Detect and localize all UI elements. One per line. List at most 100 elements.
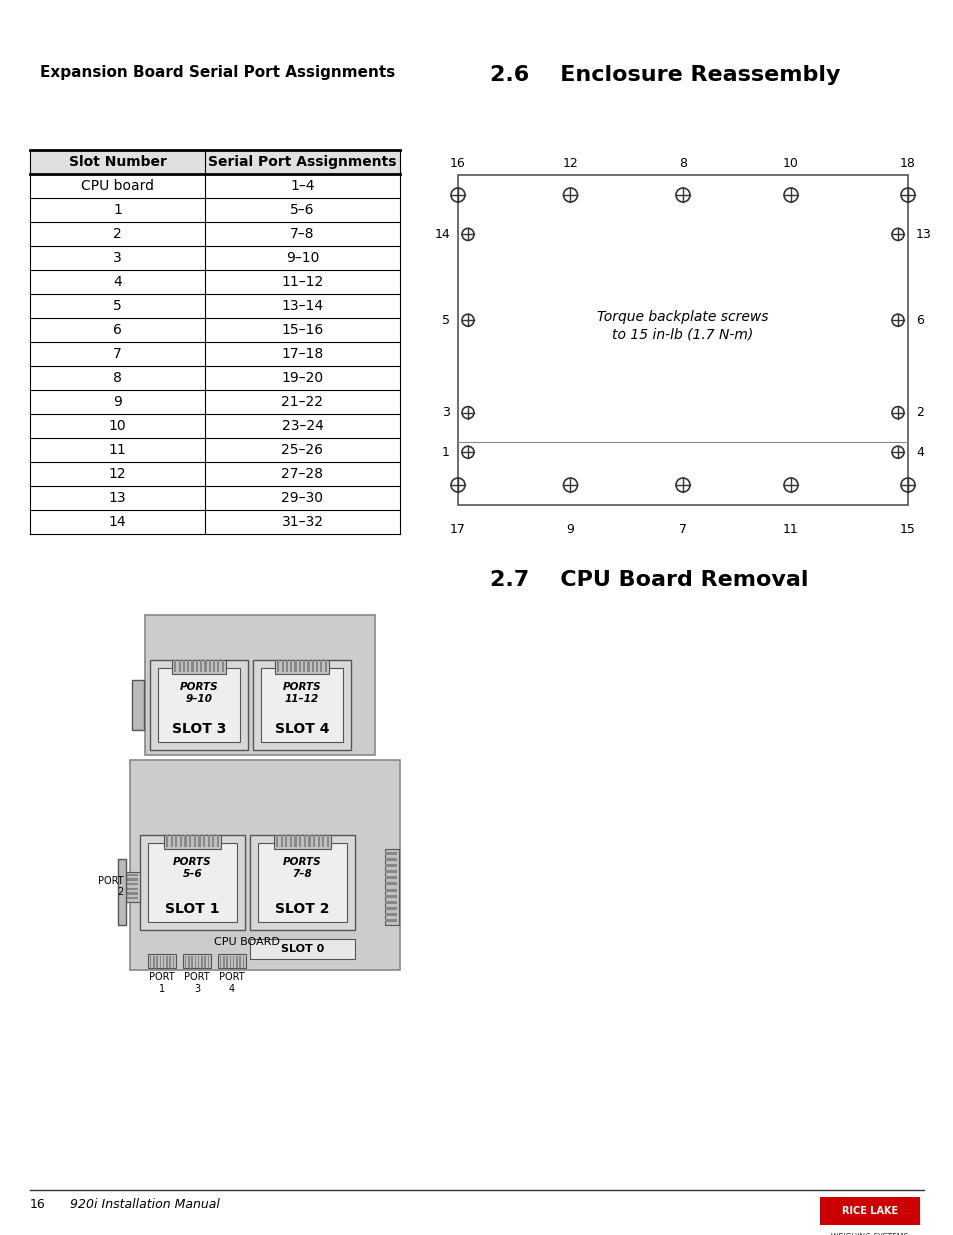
Bar: [152, 956, 154, 968]
Bar: [219, 956, 221, 968]
Bar: [294, 835, 296, 847]
Bar: [385, 877, 396, 879]
Text: PORT
1: PORT 1: [149, 972, 174, 994]
Bar: [457, 175, 907, 505]
Bar: [385, 883, 396, 885]
Bar: [191, 956, 193, 968]
Bar: [148, 844, 236, 923]
Text: Expansion Board Serial Port Assignments: Expansion Board Serial Port Assignments: [40, 65, 395, 80]
Bar: [320, 659, 322, 672]
Text: 14: 14: [109, 515, 126, 529]
Text: 31–32: 31–32: [281, 515, 323, 529]
Text: PORTS
5–6: PORTS 5–6: [173, 857, 212, 878]
Bar: [184, 835, 187, 847]
Bar: [385, 906, 396, 910]
Text: 13–14: 13–14: [281, 299, 323, 312]
Bar: [298, 835, 301, 847]
Bar: [209, 659, 211, 672]
Bar: [274, 659, 329, 674]
Bar: [126, 897, 138, 899]
Bar: [233, 956, 234, 968]
Bar: [150, 956, 152, 968]
Bar: [217, 659, 219, 672]
Bar: [145, 615, 375, 755]
Text: 19–20: 19–20: [281, 370, 323, 385]
Text: 17: 17: [450, 522, 465, 536]
Text: PORTS
9–10: PORTS 9–10: [179, 682, 218, 704]
Bar: [280, 835, 283, 847]
Bar: [126, 874, 138, 876]
Text: to 15 in-lb (1.7 N-m): to 15 in-lb (1.7 N-m): [612, 329, 753, 342]
Text: SLOT 3: SLOT 3: [172, 722, 226, 736]
Text: 5–6: 5–6: [290, 203, 314, 217]
Text: 4: 4: [113, 275, 122, 289]
Bar: [175, 835, 177, 847]
Text: 16: 16: [450, 157, 465, 170]
Text: 9: 9: [566, 522, 574, 536]
Bar: [230, 956, 231, 968]
Text: 23–24: 23–24: [281, 419, 323, 433]
Bar: [250, 939, 355, 960]
Bar: [213, 659, 215, 672]
Text: 6: 6: [113, 324, 122, 337]
Bar: [159, 956, 161, 968]
Bar: [166, 835, 168, 847]
Bar: [126, 892, 138, 894]
Bar: [253, 659, 351, 750]
Text: 10: 10: [782, 157, 798, 170]
Bar: [218, 953, 246, 968]
Bar: [163, 956, 164, 968]
Bar: [183, 659, 185, 672]
Bar: [236, 956, 237, 968]
Bar: [178, 659, 180, 672]
Bar: [193, 835, 195, 847]
Bar: [126, 872, 140, 902]
Text: 920i Installation Manual: 920i Installation Manual: [70, 1198, 219, 1212]
Bar: [172, 659, 226, 674]
Bar: [208, 835, 210, 847]
Text: Slot Number: Slot Number: [69, 156, 166, 169]
Text: 1–4: 1–4: [290, 179, 314, 193]
Bar: [223, 956, 224, 968]
Bar: [126, 883, 138, 885]
Bar: [324, 659, 327, 672]
Bar: [194, 956, 196, 968]
Bar: [164, 835, 221, 848]
Text: 3: 3: [113, 251, 122, 266]
Bar: [158, 668, 240, 742]
Text: 4: 4: [915, 446, 923, 458]
Text: 5: 5: [441, 314, 450, 327]
Bar: [385, 913, 396, 916]
Bar: [313, 835, 314, 847]
Bar: [174, 659, 176, 672]
Bar: [166, 956, 168, 968]
Text: Torque backplate screws: Torque backplate screws: [597, 310, 768, 324]
Bar: [126, 878, 138, 881]
Bar: [201, 956, 203, 968]
Bar: [239, 956, 241, 968]
Text: 27–28: 27–28: [281, 467, 323, 480]
Bar: [203, 835, 205, 847]
Bar: [150, 659, 248, 750]
Text: 14: 14: [434, 228, 450, 241]
Text: 29–30: 29–30: [281, 492, 323, 505]
Bar: [148, 953, 175, 968]
Text: 2: 2: [113, 227, 122, 241]
Bar: [208, 956, 209, 968]
Text: PORT
3: PORT 3: [184, 972, 210, 994]
Bar: [195, 659, 197, 672]
Bar: [216, 835, 219, 847]
Bar: [385, 864, 396, 867]
Bar: [308, 835, 311, 847]
Text: SLOT 0: SLOT 0: [280, 944, 324, 953]
Bar: [285, 835, 287, 847]
Bar: [188, 956, 190, 968]
Bar: [312, 659, 314, 672]
Text: 16: 16: [30, 1198, 46, 1212]
Text: 5: 5: [113, 299, 122, 312]
Bar: [170, 956, 171, 968]
Bar: [327, 835, 329, 847]
Text: 2.7    CPU Board Removal: 2.7 CPU Board Removal: [490, 571, 807, 590]
Bar: [197, 956, 199, 968]
Text: 6: 6: [915, 314, 923, 327]
